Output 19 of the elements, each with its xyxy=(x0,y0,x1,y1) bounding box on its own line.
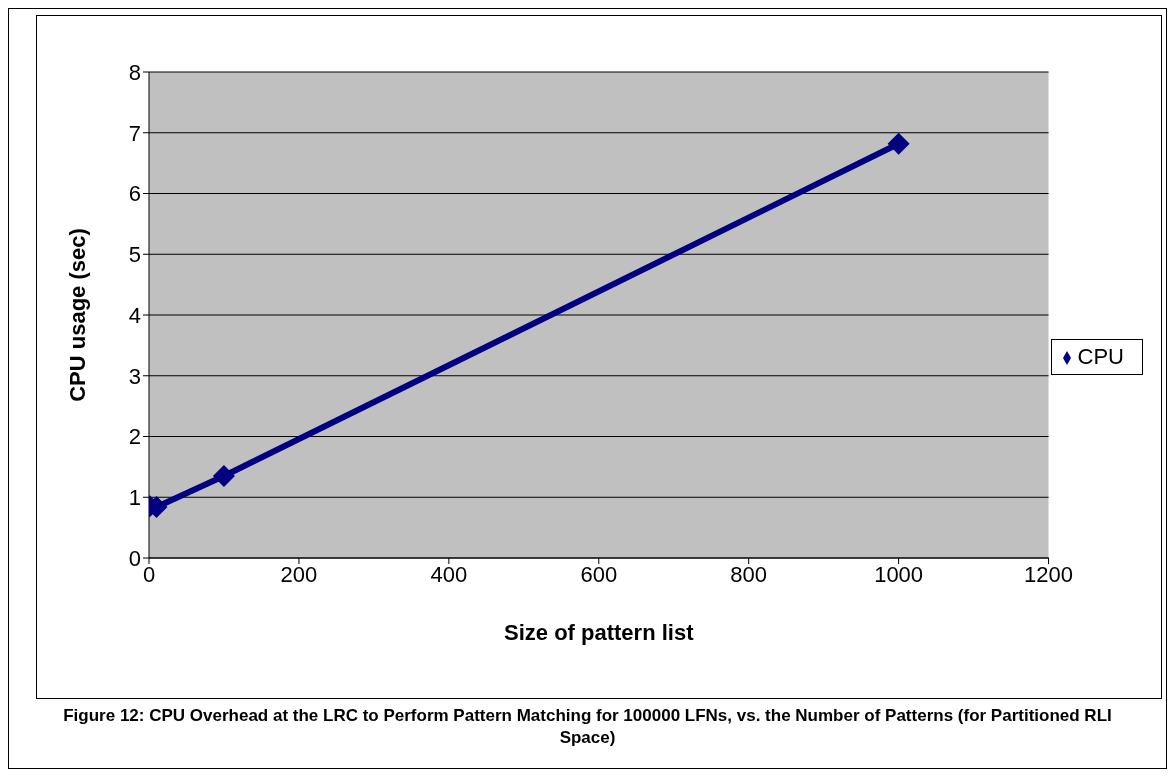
y-tick-label: 4 xyxy=(128,302,141,328)
y-tick-label: 0 xyxy=(128,545,141,571)
x-tick-label: 800 xyxy=(730,561,768,587)
caption: Figure 12: CPU Overhead at the LRC to Perform Pattern Matching for 100000 LFNs, vs. the Number of Patterns (for Partitioned RLI Space) xyxy=(62,705,1113,749)
x-tick-label: 1000 xyxy=(874,561,924,587)
y-tick-label: 2 xyxy=(128,424,141,450)
legend-label: CPU xyxy=(1077,344,1124,369)
y-tick-label: 5 xyxy=(128,242,141,268)
y-axis-title: CPU usage (sec) xyxy=(64,228,90,402)
y-tick-label: 8 xyxy=(128,59,141,85)
y-tick-label: 3 xyxy=(128,363,141,389)
x-axis-title: Size of pattern list xyxy=(504,620,695,645)
x-tick-label: 200 xyxy=(280,561,318,587)
y-tick-label: 1 xyxy=(128,485,141,511)
y-tick-label: 6 xyxy=(128,181,141,207)
x-tick-label: 1200 xyxy=(1024,561,1074,587)
x-tick-label: 600 xyxy=(580,561,618,587)
y-tick-label: 7 xyxy=(128,120,141,146)
x-tick-label: 400 xyxy=(430,561,468,587)
